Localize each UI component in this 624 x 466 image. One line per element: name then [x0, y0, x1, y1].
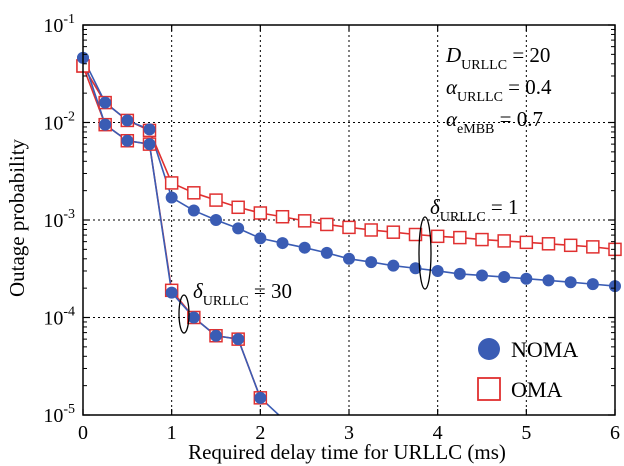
data-point-delta1-oma	[320, 217, 334, 232]
x-axis-title: Required delay time for URLLC (ms)	[188, 440, 506, 464]
data-point-delta1-noma	[121, 114, 134, 127]
data-point-delta1-oma	[430, 229, 445, 244]
x-tick-label: 0	[78, 422, 88, 444]
legend-label-noma: NOMA	[511, 337, 578, 362]
grid	[83, 25, 615, 415]
legend-label-oma: OMA	[511, 377, 562, 402]
data-point-delta1-noma	[210, 214, 222, 226]
data-point-delta1-noma	[99, 96, 112, 109]
data-point-delta1-oma	[164, 176, 179, 190]
x-tick-label: 1	[167, 422, 177, 444]
data-point-delta1-oma	[408, 227, 423, 242]
data-point-delta1-noma	[276, 237, 289, 250]
data-point-delta1-noma	[409, 262, 422, 275]
data-point-delta1-noma	[387, 259, 400, 272]
data-point-delta1-oma	[231, 200, 245, 215]
data-point-delta1-oma	[297, 214, 312, 228]
x-tick-label: 3	[344, 422, 354, 444]
data-point-delta1-oma	[453, 230, 467, 245]
legend: NOMA OMA	[477, 337, 578, 402]
annotation-ellipse-delta-30	[178, 294, 190, 334]
legend-marker-noma	[478, 338, 500, 360]
data-point-delta30-noma	[187, 311, 200, 324]
data-point-delta1-oma	[475, 232, 489, 247]
data-point-delta30-noma	[165, 286, 178, 299]
data-point-delta1-noma	[476, 269, 488, 282]
x-tick-label: 6	[610, 422, 620, 444]
y-tick-label: 10-4	[43, 305, 75, 330]
y-tick-label: 10-5	[43, 402, 75, 427]
data-point-delta1-noma	[453, 267, 466, 280]
data-point-delta1-oma	[275, 209, 290, 224]
annotation-delta-1: δURLLC = 1	[430, 195, 519, 225]
legend-marker-oma	[477, 377, 501, 401]
data-point-delta1-noma	[542, 274, 555, 287]
data-point-delta1-noma	[365, 256, 378, 269]
y-axis-title: Outage probability	[5, 138, 29, 297]
series-markers	[76, 51, 622, 405]
series-line-extension	[259, 397, 281, 415]
x-tick-label: 5	[521, 422, 531, 444]
data-point-delta1-noma	[254, 232, 267, 245]
parameter-label: DURLLC = 20	[445, 43, 550, 73]
data-point-delta1-oma	[342, 220, 356, 235]
x-tick-label: 4	[433, 422, 443, 444]
data-point-delta30-noma	[121, 134, 134, 147]
data-point-delta1-noma	[165, 191, 178, 204]
data-point-delta30-noma	[254, 391, 267, 404]
data-point-delta30-noma	[232, 333, 245, 346]
data-point-delta1-oma	[364, 223, 378, 237]
data-point-delta1-noma	[143, 123, 156, 136]
parameter-label: αURLLC = 0.4	[446, 75, 552, 105]
data-point-delta1-noma	[564, 276, 577, 289]
data-point-delta1-oma	[586, 240, 600, 254]
data-point-delta1-noma	[520, 272, 533, 285]
data-point-delta1-oma	[187, 186, 201, 200]
y-tick-label: 10-2	[43, 110, 75, 135]
data-point-delta1-noma	[232, 222, 245, 235]
data-point-delta1-noma	[498, 271, 511, 284]
data-point-delta1-oma	[563, 238, 578, 253]
data-point-delta1-noma	[586, 278, 599, 291]
annotation-delta-30: δURLLC = 30	[193, 279, 292, 309]
data-point-delta30-noma	[143, 138, 156, 151]
series-layer	[76, 51, 622, 415]
data-point-delta1-noma	[431, 264, 444, 277]
ticks: 0 1 2 3 4 5 6 10-1 10-2 10-3 10-4 10-5	[43, 12, 620, 444]
data-point-delta1-noma	[320, 246, 333, 259]
parameter-label: αeMBB = 0.7	[446, 107, 543, 137]
data-point-delta1-noma	[298, 241, 311, 254]
data-point-delta1-noma	[187, 204, 200, 217]
data-point-delta30-noma	[99, 118, 112, 131]
data-point-delta30-noma	[210, 329, 222, 342]
y-tick-label: 10-1	[43, 12, 75, 37]
y-tick-label: 10-3	[43, 207, 75, 232]
data-point-delta1-oma	[541, 237, 556, 251]
data-point-delta1-oma	[497, 234, 511, 248]
data-point-delta1-noma	[343, 252, 355, 265]
data-point-delta1-oma	[386, 225, 401, 239]
annotation-ellipse-delta-1	[418, 216, 432, 290]
x-tick-label: 2	[255, 422, 265, 444]
data-point-delta1-oma	[519, 235, 534, 250]
data-point-delta1-oma	[253, 206, 268, 220]
curve-annotations: δURLLC = 1 δURLLC = 30	[178, 195, 519, 334]
data-point-delta1-oma	[209, 193, 223, 207]
